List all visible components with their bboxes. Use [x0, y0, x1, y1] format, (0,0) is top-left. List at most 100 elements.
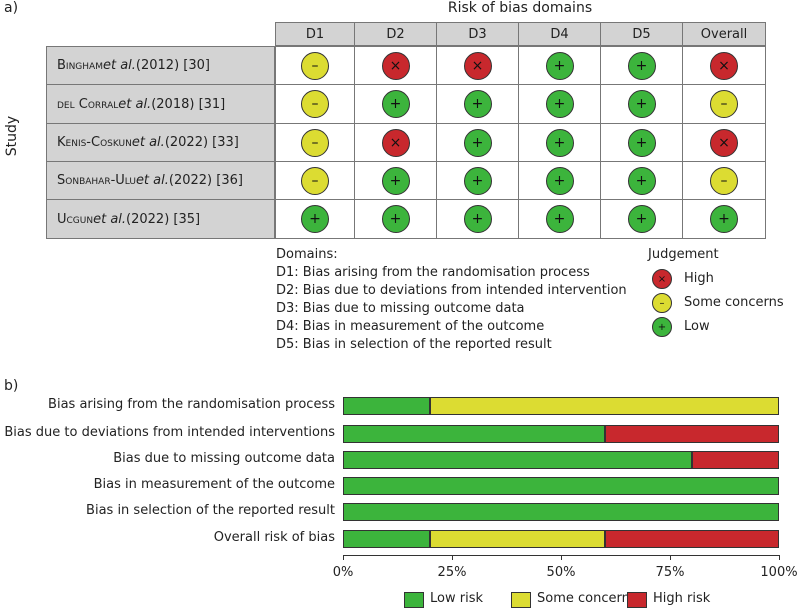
judgement-high-icon: × [652, 269, 672, 289]
bar-segment-low [343, 503, 779, 521]
study-name: Bingham [57, 58, 103, 73]
domain-header-d1: D1 [275, 22, 355, 46]
x-axis-tick [452, 555, 453, 560]
x-axis-tick-label: 25% [437, 565, 467, 580]
rating-some-icon: – [710, 166, 738, 195]
domains-legend-item: D4: Bias in measurement of the outcome [276, 319, 545, 334]
study-name-cell: Bingham et al. (2012) [30] [46, 46, 275, 85]
x-axis-tick-label: 50% [546, 565, 576, 580]
legend-label: High risk [653, 591, 711, 606]
rating-some-icon: – [301, 128, 329, 157]
bar-segment-high [604, 425, 779, 443]
judgement-some-icon: – [652, 293, 672, 313]
rating-some-icon: – [301, 90, 329, 118]
legend-label: Some concerns [537, 591, 637, 606]
rating-high-icon: × [381, 51, 410, 80]
study-axis-label: Study [4, 115, 21, 157]
study-name-cell: Ucgun et al. (2022) [35] [46, 199, 275, 239]
study-year-ref: (2012) [30] [135, 58, 210, 73]
bar-category-label: Bias in selection of the reported result [86, 503, 335, 518]
domain-header-overall: Overall [682, 22, 766, 46]
rating-low-icon: + [381, 166, 410, 195]
rating-low-icon: + [627, 205, 656, 233]
study-et-al: et al. [135, 173, 169, 188]
rating-some-icon: – [301, 166, 329, 195]
legend-swatch-low [404, 592, 424, 608]
bar-segment-low [343, 397, 431, 415]
domain-header-d5: D5 [600, 22, 683, 46]
legend-swatch-high [627, 592, 647, 608]
study-name-cell: del Corral et al. (2018) [31] [46, 84, 275, 124]
study-name-cell: Kenis-Coskun et al. (2022) [33] [46, 123, 275, 162]
legend-swatch-some [511, 592, 531, 608]
study-name-cell: Sonbahar-Ulu et al. (2022) [36] [46, 161, 275, 200]
rating-low-icon: + [463, 205, 492, 233]
rating-low-icon: + [301, 205, 329, 233]
domains-legend-item: D3: Bias due to missing outcome data [276, 301, 525, 316]
study-name: Sonbahar-Ulu [57, 173, 136, 188]
study-name: del Corral [57, 96, 119, 112]
rating-low-icon: + [627, 90, 656, 118]
x-axis-tick [561, 555, 562, 560]
domain-header-d2: D2 [354, 22, 437, 46]
judgement-low-icon: + [652, 317, 672, 337]
rating-low-icon: + [545, 90, 574, 118]
rating-low-icon: + [463, 166, 492, 195]
rating-low-icon: + [710, 205, 738, 233]
judgement-label: High [684, 271, 714, 286]
study-et-al: et al. [118, 96, 152, 112]
rating-low-icon: + [381, 90, 410, 118]
bar-segment-high [691, 451, 779, 469]
bar-category-label: Bias arising from the randomisation proc… [48, 397, 335, 412]
study-year-ref: (2022) [35] [126, 211, 201, 227]
x-axis-tick-label: 75% [655, 565, 685, 580]
rating-low-icon: + [545, 51, 574, 80]
rating-some-icon: – [301, 51, 329, 80]
x-axis-tick [670, 555, 671, 560]
bar-segment-some [430, 397, 779, 415]
bar-category-label: Bias due to missing outcome data [113, 451, 335, 466]
panel-a-title: Risk of bias domains [447, 0, 593, 16]
rating-low-icon: + [545, 166, 574, 195]
domains-legend: Domains: D1: Bias arising from the rando… [276, 246, 627, 354]
rating-low-icon: + [381, 205, 410, 233]
legend-label: Low risk [430, 591, 483, 606]
bar-segment-low [343, 451, 692, 469]
rating-low-icon: + [545, 128, 574, 157]
domain-header-d4: D4 [518, 22, 601, 46]
rating-high-icon: × [710, 128, 738, 157]
bar-segment-low [343, 530, 431, 548]
rating-high-icon: × [710, 51, 738, 80]
rating-high-icon: × [381, 128, 410, 157]
judgement-label: Some concerns [684, 295, 784, 310]
study-year-ref: (2018) [31] [151, 96, 226, 112]
bar-segment-high [604, 530, 779, 548]
x-axis-tick [779, 555, 780, 560]
panel-a-label: a) [4, 0, 19, 16]
panel-b-label: b) [4, 378, 19, 394]
study-et-al: et al. [131, 135, 165, 150]
study-name: Kenis-Coskun [57, 135, 132, 150]
judgement-label: Low [684, 319, 710, 334]
domains-legend-item: D1: Bias arising from the randomisation … [276, 265, 590, 280]
rating-low-icon: + [627, 128, 656, 157]
study-et-al: et al. [102, 58, 136, 73]
x-axis-tick-label: 100% [760, 565, 797, 580]
domains-legend-item: D2: Bias due to deviations from intended… [276, 283, 627, 298]
domains-legend-item: D5: Bias in selection of the reported re… [276, 337, 552, 352]
rating-low-icon: + [463, 90, 492, 118]
bar-category-label: Bias in measurement of the outcome [93, 477, 335, 492]
study-year-ref: (2022) [33] [164, 135, 239, 150]
x-axis-tick-label: 0% [332, 565, 354, 580]
study-et-al: et al. [93, 211, 127, 227]
study-year-ref: (2022) [36] [168, 173, 243, 188]
rating-high-icon: × [463, 51, 492, 80]
rating-low-icon: + [627, 166, 656, 195]
rating-some-icon: – [710, 90, 738, 118]
rating-low-icon: + [545, 205, 574, 233]
domain-header-d3: D3 [436, 22, 519, 46]
domains-legend-heading: Domains: [276, 247, 338, 262]
bar-segment-low [343, 425, 605, 443]
study-name: Ucgun [57, 211, 94, 227]
rating-low-icon: + [627, 51, 656, 80]
